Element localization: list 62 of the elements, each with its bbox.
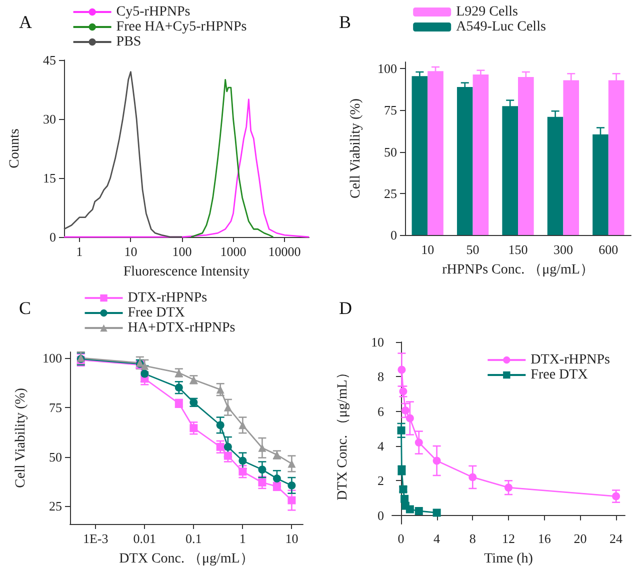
x-tick-label: 1E-3 [82,531,108,546]
x-tick-label: 1000 [220,244,246,259]
chart-title: D [339,298,352,318]
chart-title: B [339,12,352,32]
y-axis-title: Cell Viability (%) [14,388,28,488]
x-axis-title: DTX Conc. （μg/mL） [119,552,254,566]
chart-title: C [19,298,32,318]
y-tick-label: 2 [378,473,384,488]
y-tick-label: 25 [384,186,397,201]
x-axis-title: Fluorescence Intensity [123,264,250,280]
legend-label: L929 Cells [456,4,518,20]
y-tick-label: 25 [49,498,62,514]
chart-title: A [19,12,32,32]
legend-label: HA+DTX-rHPNPs [128,320,236,336]
y-tick-label: 8 [378,369,384,384]
legend-label: DTX-rHPNPs [530,352,610,368]
x-axis-title: rHPNPs Conc. （μg/mL） [442,262,594,278]
x-axis-title: Time (h) [484,552,534,566]
x-tick-label: 8 [469,531,476,546]
legend-label: A549-Luc Cells [456,20,546,34]
x-tick-label: 20 [574,531,587,546]
y-tick-label: 0 [378,508,384,523]
y-tick-label: 4 [378,438,384,454]
x-tick-label: 10 [285,531,298,546]
y-tick-label: 0 [50,230,56,244]
y-tick-label: 100 [378,61,397,76]
y-tick-label: 50 [384,144,397,160]
y-tick-label: 0 [390,228,397,242]
y-tick-label: 75 [384,102,397,118]
x-tick-label: 24 [610,531,624,546]
y-tick-label: 50 [49,449,62,464]
legend-label: PBS [116,34,142,50]
x-tick-label: 0.1 [186,531,202,546]
y-tick-label: 15 [43,170,56,186]
x-tick-label: 600 [598,242,618,257]
x-tick-label: 100 [172,244,192,259]
x-tick-label: 16 [538,531,552,546]
y-tick-label: 10 [371,334,384,350]
y-axis-title: Cell Viability (%) [348,98,364,198]
y-tick-label: 75 [49,400,62,415]
x-tick-label: 4 [434,531,441,546]
x-tick-label: 300 [553,242,573,257]
legend-label: Cy5-rHPNPs [116,4,190,20]
x-tick-label: 50 [466,242,480,257]
x-tick-label: 10 [124,244,138,259]
legend-label: DTX-rHPNPs [128,290,208,306]
y-tick-label: 100 [42,350,62,366]
y-axis-title: Counts [8,128,22,168]
legend-label: Free DTX [128,306,185,320]
y-tick-label: 6 [378,404,384,419]
x-tick-label: 10 [421,242,434,257]
x-tick-label: 150 [508,242,528,257]
y-tick-label: 30 [43,112,56,126]
legend-label: Free DTX [530,368,588,382]
x-tick-label: 0.01 [133,531,156,546]
y-tick-label: 45 [43,52,56,68]
x-tick-label: 10000 [268,244,301,259]
x-tick-label: 12 [502,531,515,546]
x-tick-label: 1 [239,531,246,546]
y-axis-title: DTX Conc. （μg/mL） [336,366,350,500]
x-tick-label: 1 [76,244,83,259]
legend-label: Free HA+Cy5-rHPNPs [116,20,247,34]
